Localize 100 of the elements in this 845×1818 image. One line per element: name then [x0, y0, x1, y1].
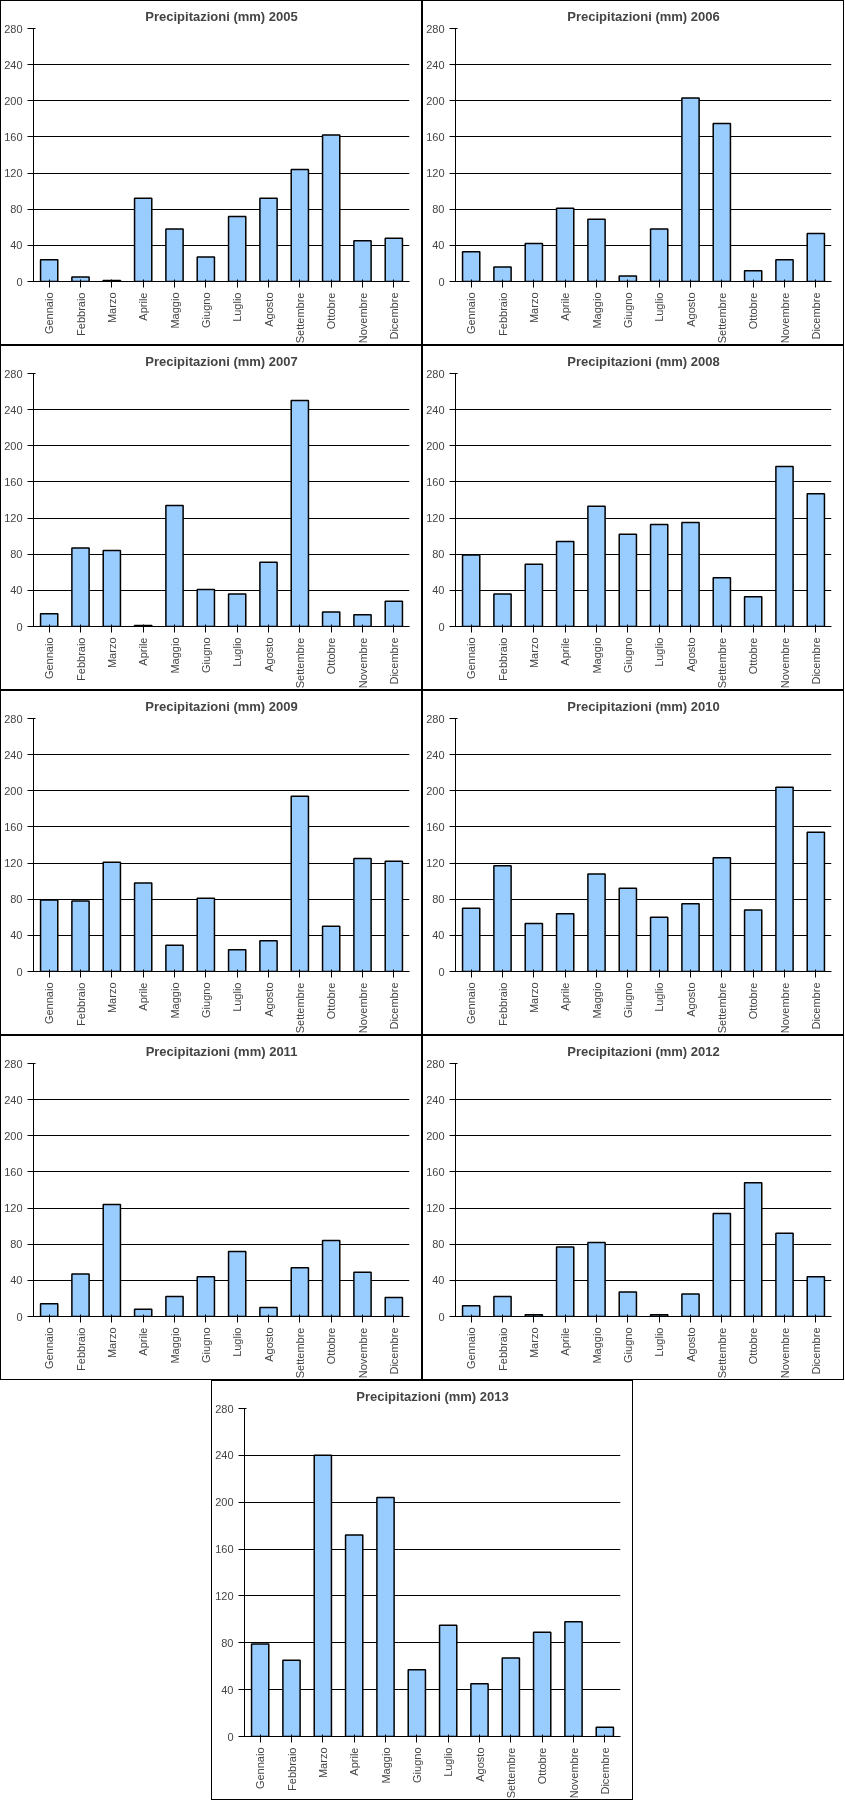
x-tick-label: Giugno: [199, 1327, 212, 1363]
y-tick-label: 40: [10, 929, 23, 942]
x-tick-label: Maggio: [590, 292, 603, 329]
y-tick-label: 80: [10, 548, 23, 561]
y-tick-label: 240: [4, 1093, 23, 1106]
y-tick-label: 240: [426, 748, 445, 761]
y-tick-label: 200: [426, 439, 445, 452]
x-tick-label: Aprile: [137, 982, 150, 1011]
x-tick-label: Dicembre: [809, 1327, 822, 1375]
x-tick-label: Settembre: [715, 292, 728, 344]
y-tick-label: 0: [16, 275, 23, 288]
y-tick-label: 200: [215, 1496, 234, 1509]
x-tick-label: Aprile: [559, 292, 572, 321]
x-tick-label: Marzo: [105, 982, 118, 1014]
x-tick-label: Marzo: [527, 982, 540, 1014]
x-tick-label: Gennaio: [43, 1327, 56, 1370]
y-tick-label: 280: [4, 367, 23, 380]
x-tick-label: Febbraio: [74, 292, 87, 336]
x-tick-label: Giugno: [199, 982, 212, 1018]
x-tick-label: Ottobre: [325, 637, 338, 675]
y-tick-label: 280: [4, 22, 23, 35]
x-tick-label: Maggio: [379, 1747, 392, 1784]
x-tick-label: Maggio: [590, 1327, 603, 1364]
x-tick-label: Giugno: [199, 637, 212, 673]
y-tick-label: 40: [432, 929, 445, 942]
y-tick-label: 120: [4, 857, 23, 870]
y-tick-label: 80: [432, 1238, 445, 1251]
x-tick-label: Ottobre: [536, 1747, 549, 1785]
x-tick-label: Novembre: [778, 292, 791, 344]
x-tick-label: Luglio: [653, 637, 666, 667]
x-tick-label: Settembre: [504, 1747, 517, 1799]
x-tick-label: Gennaio: [43, 982, 56, 1025]
y-tick-label: 280: [4, 712, 23, 725]
y-tick-label: 40: [432, 1274, 445, 1287]
x-tick-label: Marzo: [527, 637, 540, 669]
x-tick-label: Agosto: [684, 1327, 697, 1362]
x-tick-label: Ottobre: [325, 982, 338, 1020]
x-tick-label: Gennaio: [43, 292, 56, 335]
x-tick-label: Gennaio: [465, 982, 478, 1025]
y-tick-label: 280: [426, 22, 445, 35]
y-tick-label: 160: [4, 820, 23, 833]
y-tick-label: 240: [426, 1093, 445, 1106]
y-tick-label: 120: [426, 512, 445, 525]
y-tick-label: 0: [227, 1730, 234, 1743]
y-tick-label: 40: [10, 584, 23, 597]
x-tick-label: Novembre: [356, 637, 369, 689]
x-tick-label: Gennaio: [465, 1327, 478, 1370]
x-tick-label: Agosto: [262, 292, 275, 327]
x-tick-label: Aprile: [559, 982, 572, 1011]
x-tick-label: Maggio: [168, 637, 181, 674]
y-tick-label: 200: [426, 1129, 445, 1142]
x-tick-label: Giugno: [621, 982, 634, 1018]
y-tick-label: 240: [426, 403, 445, 416]
y-tick-label: 120: [426, 167, 445, 180]
y-tick-label: 0: [16, 965, 23, 978]
chart-title: Precipitazioni (mm) 2011: [145, 1043, 298, 1059]
x-tick-label: Settembre: [715, 637, 728, 689]
y-tick-label: 200: [4, 784, 23, 797]
y-tick-label: 0: [438, 965, 445, 978]
x-tick-label: Agosto: [684, 637, 697, 672]
y-tick-label: 280: [426, 1057, 445, 1070]
x-tick-label: Novembre: [778, 982, 791, 1034]
x-tick-label: Dicembre: [809, 982, 822, 1030]
x-tick-label: Dicembre: [387, 982, 400, 1030]
x-tick-label: Novembre: [356, 1327, 369, 1379]
x-tick-label: Novembre: [356, 292, 369, 344]
x-tick-label: Ottobre: [747, 637, 760, 675]
chart-title: Precipitazioni (mm) 2005: [145, 8, 298, 24]
x-tick-label: Febbraio: [74, 1327, 87, 1371]
x-tick-label: Marzo: [105, 1327, 118, 1359]
x-tick-label: Aprile: [348, 1747, 361, 1776]
y-tick-label: 160: [426, 1165, 445, 1178]
y-tick-label: 80: [10, 1238, 23, 1251]
y-tick-label: 80: [10, 893, 23, 906]
x-tick-label: Giugno: [621, 637, 634, 673]
chart-title: Precipitazioni (mm) 2007: [145, 353, 298, 369]
y-tick-label: 40: [10, 1274, 23, 1287]
x-tick-label: Dicembre: [387, 1327, 400, 1375]
y-tick-label: 120: [4, 512, 23, 525]
x-tick-label: Maggio: [168, 1327, 181, 1364]
chart-title: Precipitazioni (mm) 2012: [567, 1043, 720, 1059]
chart-title: Precipitazioni (mm) 2006: [567, 8, 720, 24]
x-tick-label: Ottobre: [325, 292, 338, 330]
x-tick-label: Dicembre: [598, 1747, 611, 1795]
x-tick-label: Settembre: [715, 1327, 728, 1379]
y-tick-label: 40: [432, 239, 445, 252]
y-tick-label: 120: [426, 1202, 445, 1215]
x-tick-label: Aprile: [559, 1327, 572, 1356]
x-tick-label: Luglio: [653, 292, 666, 322]
y-tick-label: 160: [426, 820, 445, 833]
x-tick-label: Settembre: [293, 637, 306, 689]
x-tick-label: Ottobre: [747, 292, 760, 330]
y-tick-label: 240: [4, 403, 23, 416]
x-tick-label: Maggio: [168, 982, 181, 1019]
y-tick-label: 0: [16, 620, 23, 633]
x-tick-label: Marzo: [316, 1747, 329, 1779]
x-tick-label: Agosto: [684, 292, 697, 327]
x-tick-label: Marzo: [105, 637, 118, 669]
x-tick-label: Luglio: [442, 1747, 455, 1777]
y-tick-label: 200: [4, 1129, 23, 1142]
